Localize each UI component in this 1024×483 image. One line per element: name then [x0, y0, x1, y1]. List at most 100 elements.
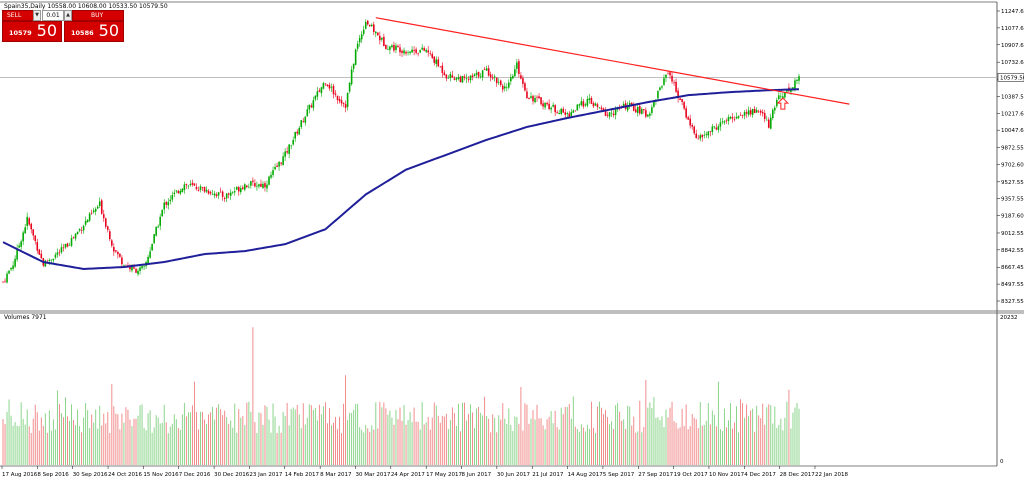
trendline[interactable]: [375, 17, 850, 105]
candle: [757, 109, 760, 113]
volume-bar: [48, 410, 50, 465]
candle: [137, 268, 139, 277]
candle: [755, 107, 758, 114]
volume-bar: [677, 428, 679, 465]
volume-bar: [518, 423, 520, 465]
buy-button[interactable]: BUY: [72, 10, 124, 21]
candle: [443, 70, 446, 76]
candle: [330, 83, 333, 93]
volume-bar: [115, 413, 117, 465]
lot-size-input[interactable]: 0.01: [42, 10, 64, 21]
volume-bar: [286, 402, 288, 465]
candle: [377, 32, 379, 37]
volume-bar: [387, 414, 389, 465]
volume-bar: [736, 406, 737, 465]
candle: [306, 105, 309, 117]
sell-price-button[interactable]: 10579 50: [2, 21, 62, 42]
candle: [86, 218, 89, 223]
candle: [163, 199, 166, 214]
lot-decrease-icon[interactable]: ▼: [33, 10, 41, 21]
volume-bar: [248, 401, 250, 465]
volume-bar: [478, 406, 480, 465]
candle: [413, 46, 415, 56]
volume-bar: [103, 413, 105, 465]
price-tick-label: 9702.60: [1001, 162, 1024, 168]
volume-bar: [276, 433, 278, 465]
candle: [475, 69, 478, 79]
candle: [409, 51, 411, 56]
candle: [604, 107, 607, 117]
volume-bar: [135, 418, 137, 465]
date-tick-label: 8 Jun 2017: [462, 472, 492, 478]
candle: [576, 104, 579, 111]
volume-bar: [117, 414, 119, 465]
candle: [117, 250, 119, 259]
candle: [751, 108, 754, 118]
candle: [244, 183, 246, 192]
candle: [483, 66, 486, 71]
candle: [316, 87, 319, 101]
volume-bar: [119, 429, 121, 465]
candle: [769, 113, 772, 130]
volume-bar: [169, 426, 171, 465]
candle: [586, 95, 589, 108]
date-tick-label: 17 Aug 2016: [2, 472, 38, 478]
volume-bar: [218, 404, 220, 465]
volume-bar: [377, 428, 379, 465]
volume-bar: [778, 424, 780, 465]
volume-bar: [772, 423, 774, 465]
volume-bar: [113, 406, 115, 465]
volume-bar: [445, 413, 447, 465]
candle: [761, 109, 764, 117]
volume-bar: [105, 423, 107, 465]
candle: [155, 226, 157, 237]
candle: [201, 186, 204, 192]
volume-bar: [67, 416, 68, 465]
volume-bar: [363, 432, 365, 465]
date-tick-label: 15 Nov 2016: [143, 472, 179, 478]
candle: [225, 193, 228, 203]
volume-bar: [147, 413, 149, 465]
candle: [518, 58, 520, 78]
date-tick-label: 10 Nov 2017: [709, 472, 745, 478]
volume-bar: [572, 396, 574, 465]
volume-bar: [748, 416, 750, 465]
current-price-label: 10579.50: [1000, 75, 1024, 81]
volume-bar: [419, 429, 421, 465]
candle: [368, 24, 371, 27]
candle: [298, 126, 301, 135]
candle: [675, 78, 677, 94]
volume-bar: [77, 409, 79, 465]
candle: [223, 196, 226, 202]
volume-bar: [524, 403, 526, 465]
volume-bar: [629, 406, 631, 465]
volume-bar: [304, 424, 306, 465]
buy-price-big: 50: [98, 21, 119, 40]
candle: [334, 90, 337, 97]
candle: [76, 231, 79, 235]
candle: [147, 254, 149, 265]
volume-bar: [766, 407, 768, 465]
buy-price-button[interactable]: 10586 50: [64, 21, 124, 42]
sell-price-small: 10579: [9, 29, 32, 37]
sell-label: SELL: [7, 12, 22, 19]
date-tick-label: 30 Jun 2017: [497, 472, 531, 478]
volume-bar: [526, 404, 528, 465]
candle: [582, 98, 585, 109]
lot-increase-icon[interactable]: ▲: [64, 10, 72, 21]
candle: [584, 102, 587, 108]
volume-bar: [701, 425, 703, 465]
volume-bar: [270, 432, 272, 465]
candle: [92, 207, 95, 214]
volume-bar: [455, 425, 457, 465]
candle: [798, 73, 800, 85]
volume-bar: [18, 426, 20, 465]
volume-bar: [492, 414, 494, 465]
candle: [98, 197, 101, 208]
volume-bar: [609, 424, 611, 465]
candle: [193, 183, 196, 187]
candle: [691, 122, 693, 130]
volume-bar: [153, 427, 155, 465]
volume-bar: [651, 407, 653, 465]
candle: [28, 216, 31, 227]
